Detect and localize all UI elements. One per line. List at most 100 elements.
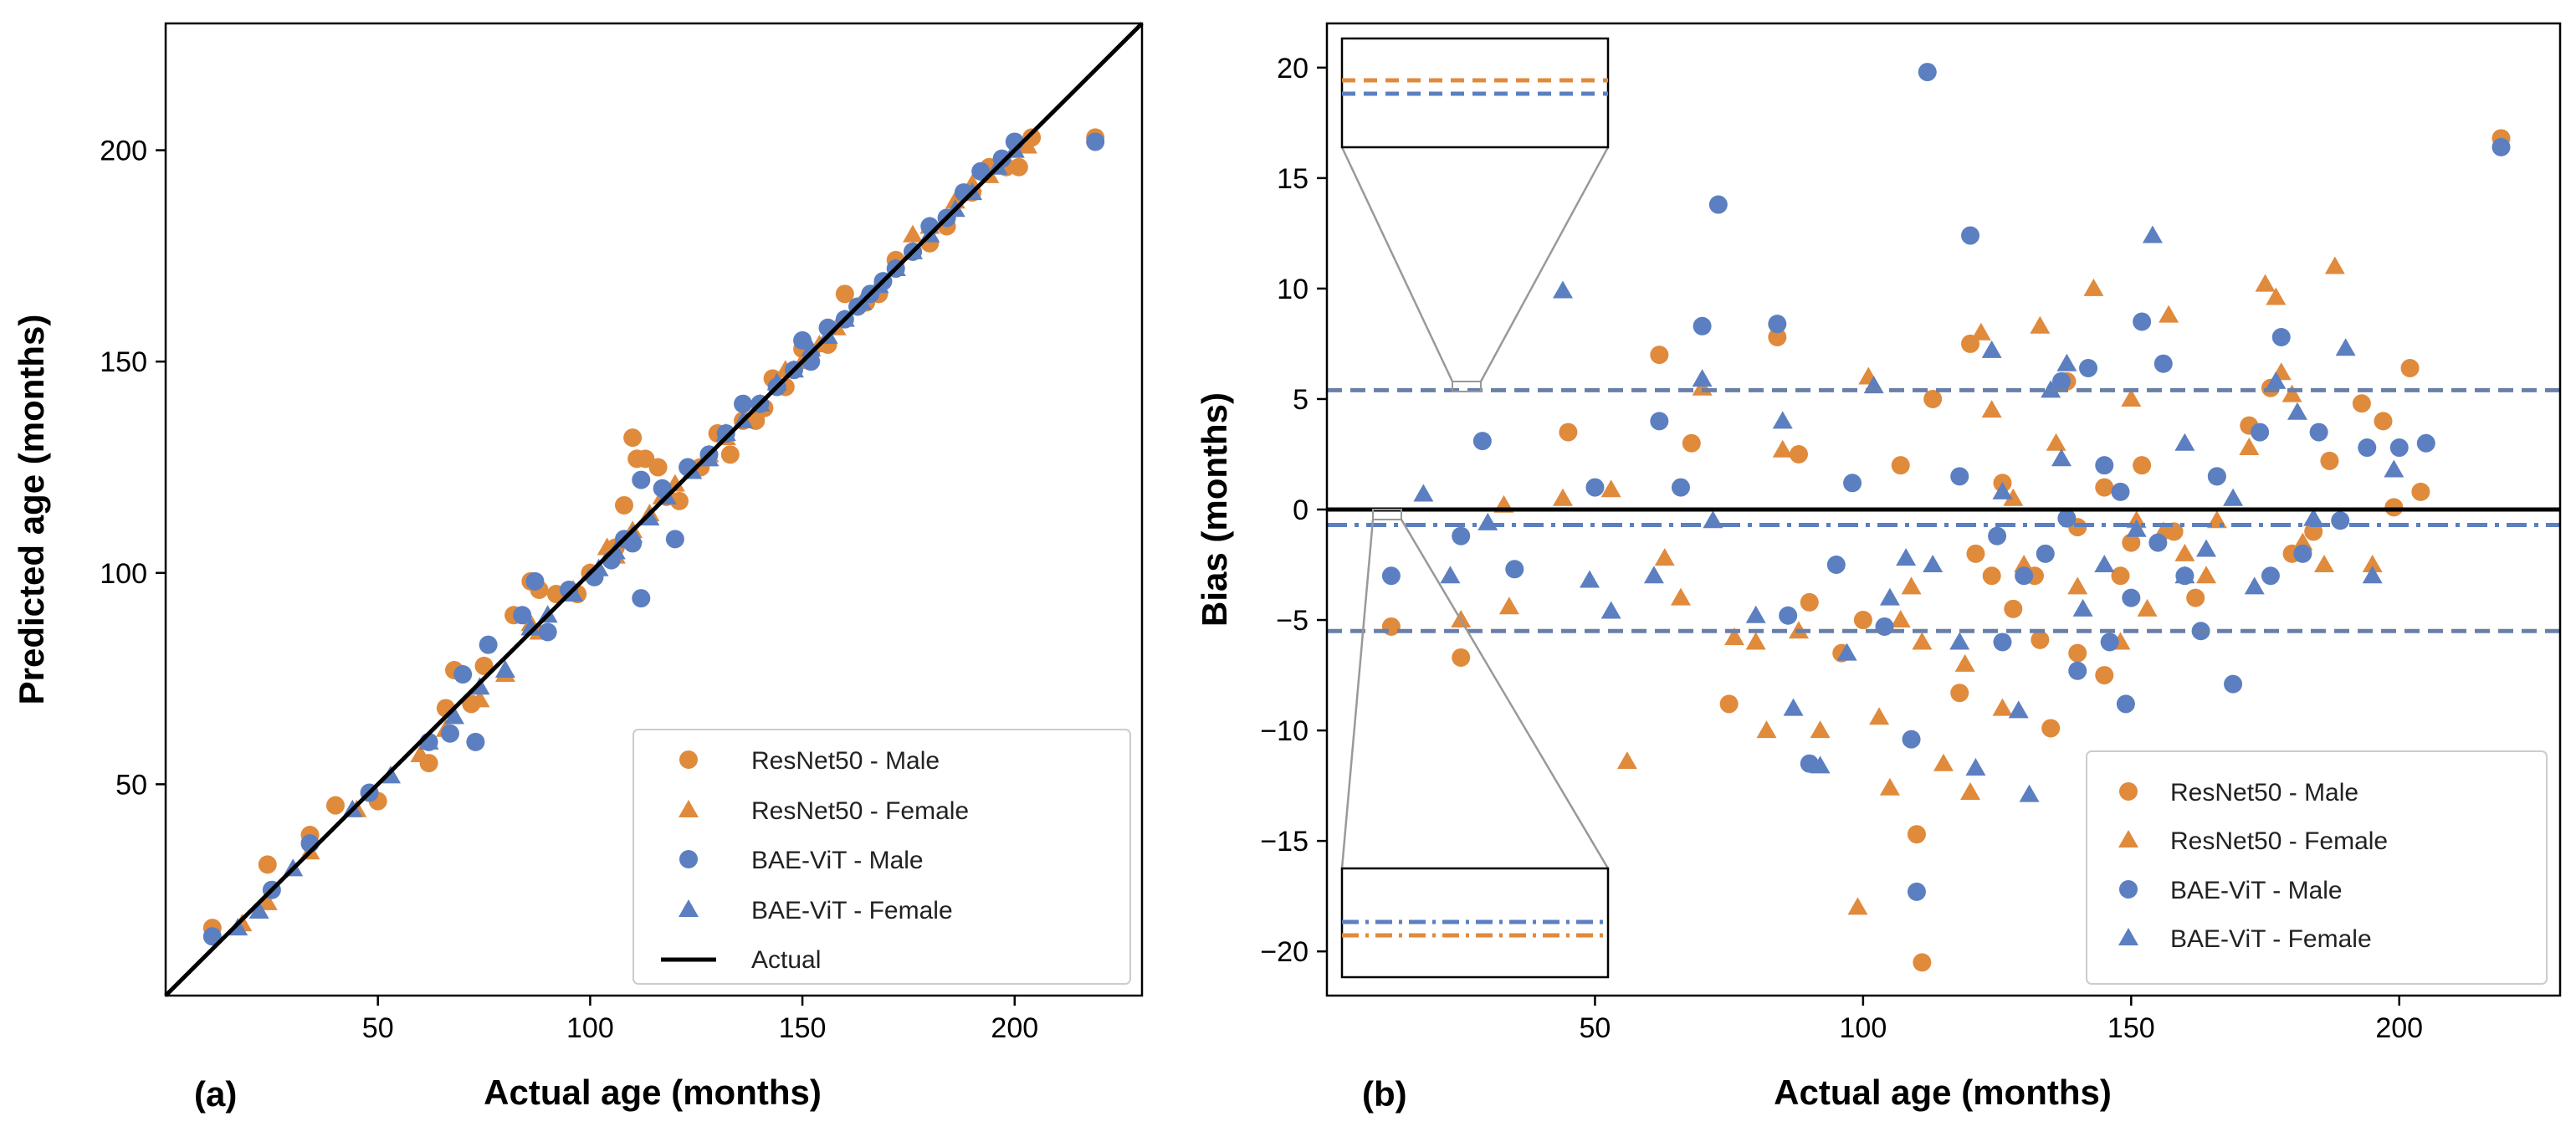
data-point-bae-vit-male xyxy=(2015,566,2034,586)
data-point-resnet50-female xyxy=(2046,433,2066,451)
data-point-resnet50-male xyxy=(2031,630,2050,649)
data-point-bae-vit-female xyxy=(1965,757,1986,776)
data-point-resnet-male xyxy=(325,796,345,815)
zoom-inset-upper xyxy=(1340,37,1610,392)
data-point-resnet50-female xyxy=(1756,720,1777,739)
data-point-resnet-male xyxy=(258,855,277,874)
data-point-resnet50-female xyxy=(1901,576,1922,595)
panel-a-actual-line xyxy=(164,22,1144,997)
data-point-bae-vit-female xyxy=(1896,548,1917,566)
data-point-bae-vit-male xyxy=(2079,358,2098,377)
panel-b-reference-lines xyxy=(1327,387,2560,633)
data-point-bae-vit-female xyxy=(2335,338,2356,356)
data-point-bae-vit-female xyxy=(2303,508,2324,526)
data-point-baevit-male xyxy=(1086,132,1105,151)
data-point-resnet50-male xyxy=(1891,456,1910,475)
data-point-resnet50-female xyxy=(1600,479,1621,498)
data-point-bae-vit-male xyxy=(1768,315,1787,334)
data-point-resnet50-male xyxy=(2411,482,2430,501)
data-point-bae-vit-female xyxy=(1580,570,1600,588)
data-point-bae-vit-male xyxy=(2122,588,2141,607)
data-point-bae-vit-male xyxy=(1693,316,1712,335)
data-point-resnet50-female xyxy=(1616,751,1637,770)
data-point-bae-vit-female xyxy=(2126,519,2147,537)
zoom-source-upper xyxy=(1452,381,1482,392)
data-point-bae-vit-male xyxy=(1993,632,2012,652)
data-point-bae-vit-female xyxy=(1992,481,2013,499)
data-point-bae-vit-male xyxy=(2153,354,2173,373)
zoom-source-lower xyxy=(1372,509,1402,520)
data-point-bae-vit-female xyxy=(1836,643,1857,661)
data-point-baevit-male xyxy=(734,394,753,413)
data-point-bae-vit-female xyxy=(2384,459,2404,478)
data-point-resnet50-female xyxy=(2159,305,2179,323)
panel-b: 50 100 150 200 −20 −15 −10 −5 0 5 10 15 20 Actual a… xyxy=(1195,22,2562,1114)
data-point-bae-vit-female xyxy=(2142,225,2163,243)
data-point-resnet50-male xyxy=(1650,346,1669,365)
data-point-resnet50-male xyxy=(1452,648,1471,667)
data-point-bae-vit-male xyxy=(1988,526,2007,545)
data-point-resnet50-male xyxy=(1719,694,1739,714)
panel-a-x-ticks: 50 100 150 200 xyxy=(362,996,1038,1044)
panel-a-y-ticks: 50 100 150 200 xyxy=(100,136,166,801)
data-point-bae-vit-female xyxy=(2196,539,2217,557)
data-point-resnet50-male xyxy=(2111,566,2130,586)
data-point-resnet50-female xyxy=(2255,274,2276,292)
data-point-bae-vit-male xyxy=(2111,482,2130,501)
data-point-baevit-male xyxy=(513,606,532,625)
data-point-resnet50-female xyxy=(1879,777,1900,796)
data-point-bae-vit-male xyxy=(1843,474,1862,493)
data-point-baevit-male xyxy=(971,161,991,181)
data-point-resnet50-male xyxy=(2320,451,2339,470)
data-point-resnet50-male xyxy=(1913,953,1932,972)
data-point-baevit-male xyxy=(632,470,651,489)
data-point-resnet50-female xyxy=(1724,627,1745,646)
data-point-resnet-female xyxy=(257,892,278,910)
data-point-resnet50-male xyxy=(1982,566,2001,586)
data-point-bae-vit-female xyxy=(1981,340,2002,358)
data-point-resnet50-male xyxy=(2352,394,2371,413)
data-point-bae-vit-female xyxy=(2072,598,2093,617)
data-point-bae-vit-female xyxy=(1949,632,1970,650)
legend-marker-baevit-female xyxy=(679,899,699,917)
data-point-baevit-female xyxy=(494,659,515,678)
data-point-resnet50-female xyxy=(1912,632,1933,650)
data-point-resnet50-female xyxy=(2282,384,2302,402)
data-point-bae-vit-female xyxy=(2223,488,2244,506)
data-point-bae-vit-female xyxy=(2174,433,2195,451)
data-point-resnet50-male xyxy=(2122,533,2141,552)
data-point-resnet-male xyxy=(835,284,854,304)
data-point-resnet50-female xyxy=(2239,438,2260,456)
data-point-bae-vit-male xyxy=(1671,478,1690,497)
y-tick-label: 15 xyxy=(1277,163,1308,195)
data-point-resnet50-female xyxy=(1960,782,1981,801)
data-point-resnet50-male xyxy=(2400,358,2420,377)
data-point-baevit-male xyxy=(202,927,222,946)
data-point-resnet50-female xyxy=(1890,610,1911,628)
data-point-resnet-male xyxy=(614,495,633,515)
data-point-bae-vit-female xyxy=(2041,380,2061,398)
y-tick-label: −15 xyxy=(1260,826,1308,858)
legend-label: ResNet50 - Male xyxy=(2170,779,2358,807)
data-point-baevit-female xyxy=(444,706,465,725)
legend-marker-baevit-female xyxy=(2118,928,2138,945)
zoom-connector xyxy=(1479,146,1610,382)
data-point-bae-vit-female xyxy=(2266,371,2287,389)
x-tick-label: 100 xyxy=(1840,1012,1887,1044)
panel-a-x-label: Actual age (months) xyxy=(484,1073,822,1112)
data-point-baevit-female xyxy=(418,731,439,750)
data-point-resnet50-female xyxy=(2362,555,2383,573)
legend-label: ResNet50 - Male xyxy=(751,747,940,775)
data-point-resnet50-male xyxy=(1768,328,1787,347)
legend-marker-resnet-male xyxy=(679,750,698,769)
panel-b-y-label: Bias (months) xyxy=(1195,392,1234,627)
data-point-bae-vit-male xyxy=(2389,438,2409,458)
data-point-bae-vit-female xyxy=(2287,402,2307,420)
data-point-resnet50-male xyxy=(2095,666,2114,685)
data-point-bae-vit-female xyxy=(2362,566,2383,584)
data-point-bae-vit-female xyxy=(1440,566,1461,584)
data-point-bae-vit-male xyxy=(2491,137,2511,156)
data-point-bae-vit-male xyxy=(2416,433,2435,453)
data-point-bae-vit-male xyxy=(2207,467,2226,486)
data-point-resnet50-female xyxy=(1772,439,1793,458)
